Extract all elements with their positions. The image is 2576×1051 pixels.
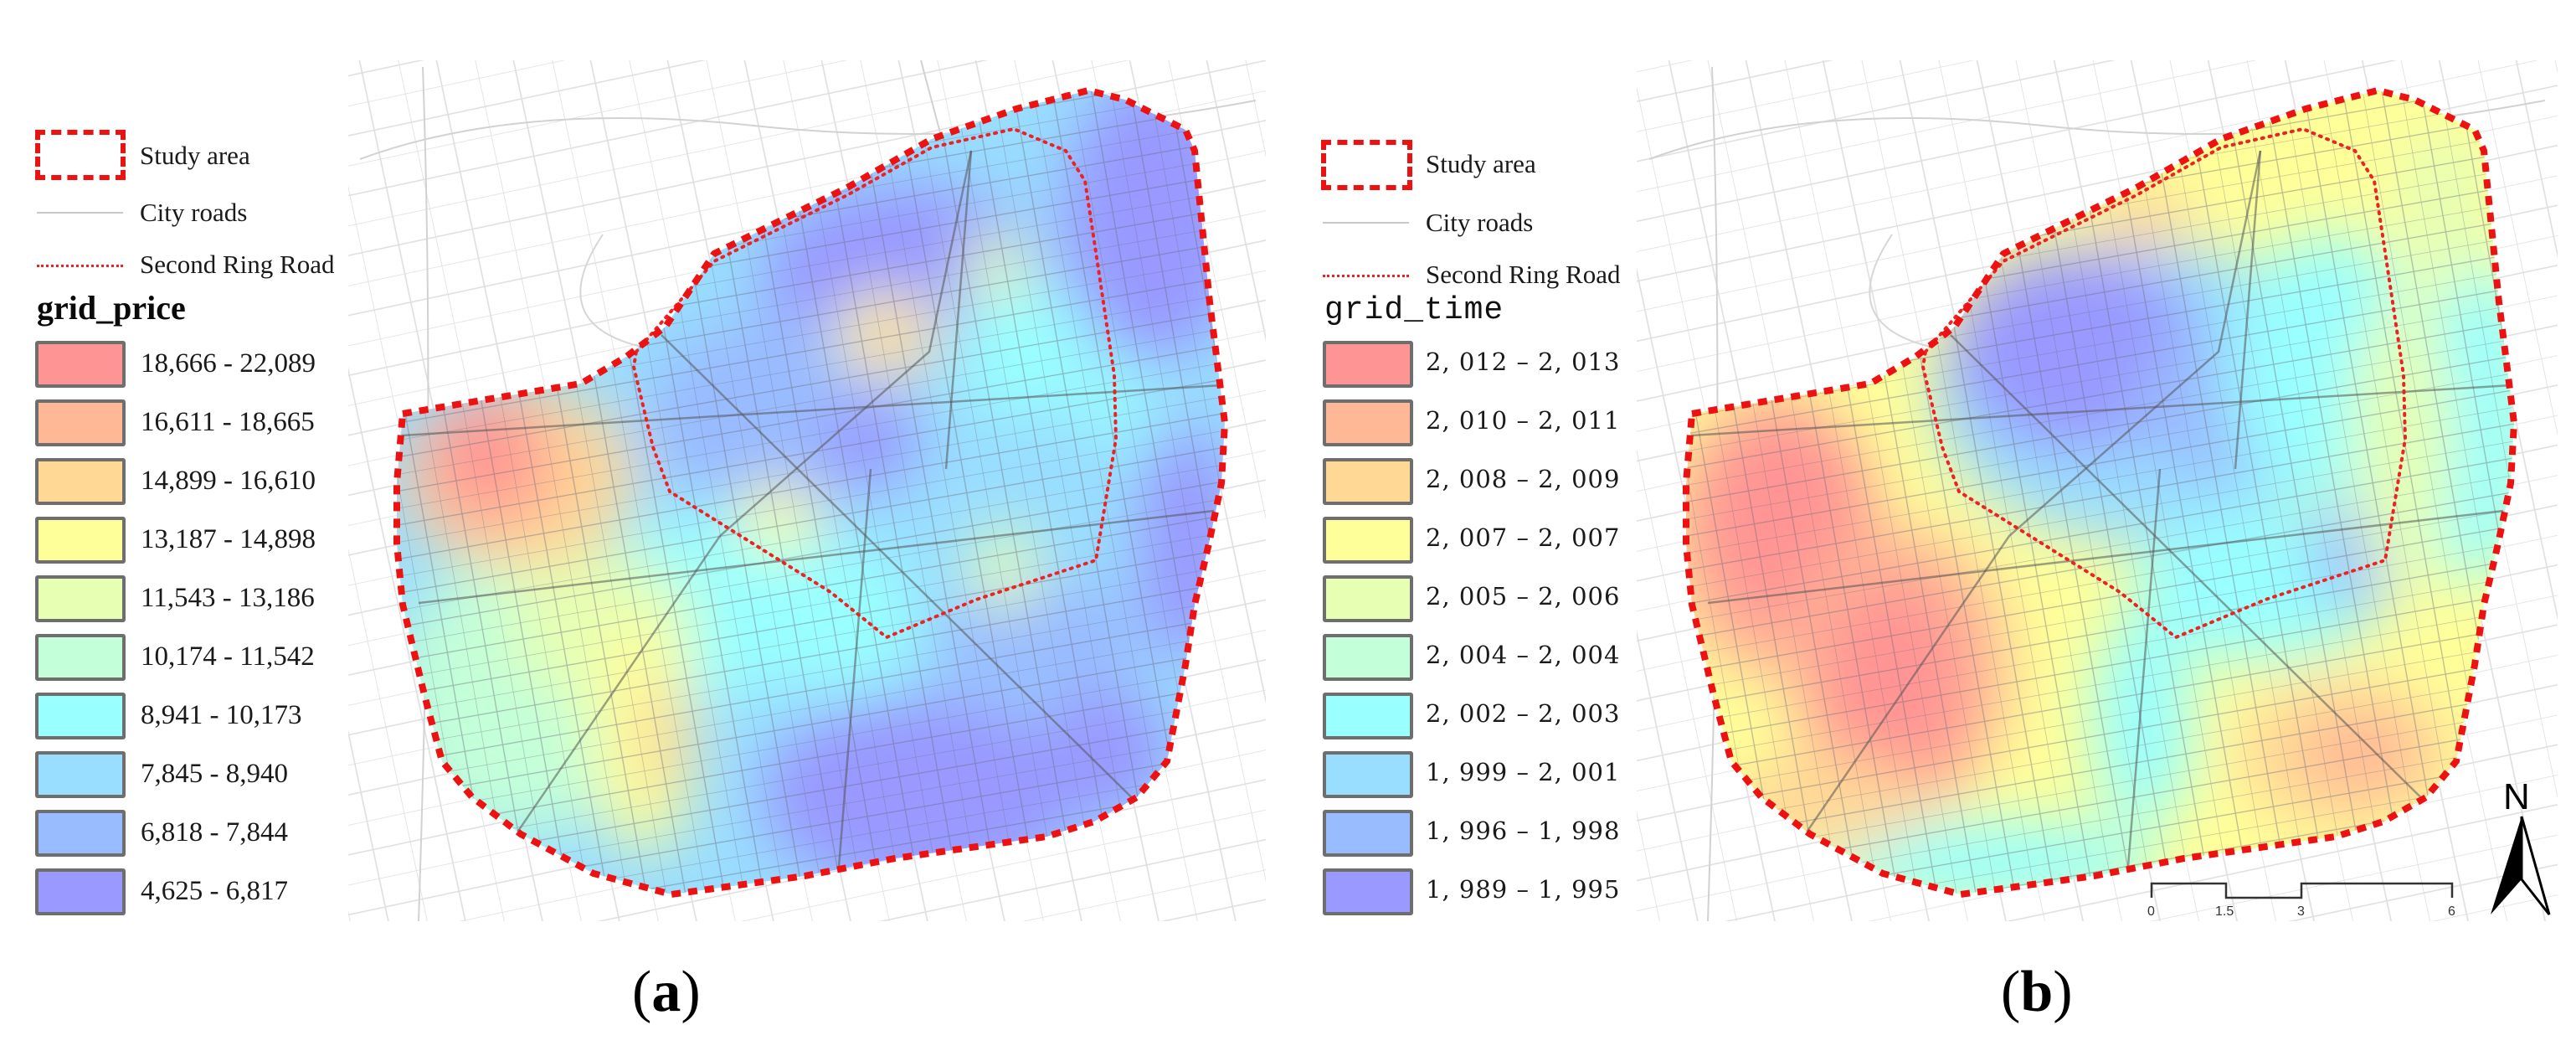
legend-class-label: 4,625 - 6,817	[141, 876, 288, 906]
study-area-icon	[1321, 140, 1412, 190]
legend-class-label: 7,845 - 8,940	[141, 759, 288, 789]
legend-swatch	[35, 751, 126, 798]
scale-tick-0: 0	[2147, 904, 2155, 919]
legend-swatch	[1323, 399, 1413, 446]
legend-swatch	[35, 634, 126, 681]
legend-class-label: 11,543 - 13,186	[141, 583, 315, 613]
legend-swatch	[35, 399, 126, 446]
map-b-study-area-boundary	[1683, 86, 2518, 899]
legend-class-label: 2, 005 – 2, 006	[1426, 582, 1621, 611]
legend-swatch	[35, 575, 126, 622]
north-label: N	[2503, 776, 2530, 817]
legend-swatch	[1323, 634, 1413, 681]
legend-city-roads-label: City roads	[1426, 208, 1534, 237]
legend-class-label: 2, 004 – 2, 004	[1426, 641, 1621, 669]
legend-second-ring-road-label: Second Ring Road	[140, 250, 335, 279]
legend-study-area-label: Study area	[140, 141, 250, 170]
legend-class-label: 13,187 - 14,898	[141, 524, 316, 554]
legend-swatch	[35, 458, 126, 505]
scale-bar	[2150, 882, 2454, 899]
legend-class-label: 2, 002 – 2, 003	[1426, 699, 1621, 728]
second-ring-road-line-icon	[1323, 275, 1409, 277]
legend-swatch	[35, 868, 126, 915]
legend-second-ring-road-label: Second Ring Road	[1426, 260, 1621, 289]
legend-city-roads-label: City roads	[140, 198, 248, 227]
scale-tick-6: 6	[2448, 904, 2455, 919]
legend-class-label: 14,899 - 16,610	[141, 466, 316, 496]
legend-class-label: 1, 999 – 2, 001	[1426, 758, 1621, 786]
legend-title-grid-time: grid_time	[1324, 292, 1504, 328]
scale-tick-3: 3	[2297, 904, 2305, 919]
caption-b-letter: b	[2020, 960, 2054, 1024]
legend-swatch	[35, 341, 126, 388]
legend-swatch	[1323, 868, 1413, 915]
legend-class-label: 18,666 - 22,089	[141, 348, 316, 379]
map-a-study-area-boundary	[393, 86, 1229, 899]
legend-swatch	[1323, 810, 1413, 857]
study-area-icon	[35, 130, 126, 180]
legend-class-label: 2, 010 – 2, 011	[1426, 406, 1621, 435]
legend-class-label: 1, 996 – 1, 998	[1426, 817, 1621, 845]
legend-swatch	[35, 693, 126, 739]
legend-swatch	[1323, 341, 1413, 388]
scale-tick-1-5: 1.5	[2215, 904, 2234, 919]
city-roads-line-icon	[1323, 222, 1409, 224]
legend-class-label: 1, 989 – 1, 995	[1426, 875, 1621, 904]
second-ring-road-line-icon	[37, 265, 123, 267]
legend-class-label: 8,941 - 10,173	[141, 700, 302, 730]
legend-class-label: 6,818 - 7,844	[141, 817, 288, 847]
map-b-second-ring-road	[1920, 126, 2408, 640]
map-a-second-ring-road	[631, 126, 1118, 640]
caption-a: (a)	[632, 960, 701, 1024]
city-roads-line-icon	[37, 212, 123, 214]
legend-swatch	[1323, 751, 1413, 798]
legend-class-label: 16,611 - 18,665	[141, 407, 315, 437]
legend-class-label: 10,174 - 11,542	[141, 641, 315, 672]
legend-swatch	[1323, 458, 1413, 505]
map-a-price-surface	[397, 90, 1225, 894]
legend-swatch	[1323, 693, 1413, 739]
legend-study-area-label: Study area	[1426, 149, 1536, 178]
legend-class-label: 2, 012 – 2, 013	[1426, 348, 1621, 376]
legend-class-label: 2, 007 – 2, 007	[1426, 523, 1621, 552]
legend-swatch	[1323, 517, 1413, 564]
north-arrow-icon	[2491, 816, 2551, 915]
map-b-time-surface	[1686, 90, 2514, 894]
legend-swatch	[35, 810, 126, 857]
caption-b: (b)	[2001, 960, 2073, 1024]
caption-a-letter: a	[651, 960, 681, 1024]
legend-title-grid-price: grid_price	[37, 289, 186, 327]
legend-swatch	[35, 517, 126, 564]
legend-class-label: 2, 008 – 2, 009	[1426, 465, 1621, 493]
legend-swatch	[1323, 575, 1413, 622]
